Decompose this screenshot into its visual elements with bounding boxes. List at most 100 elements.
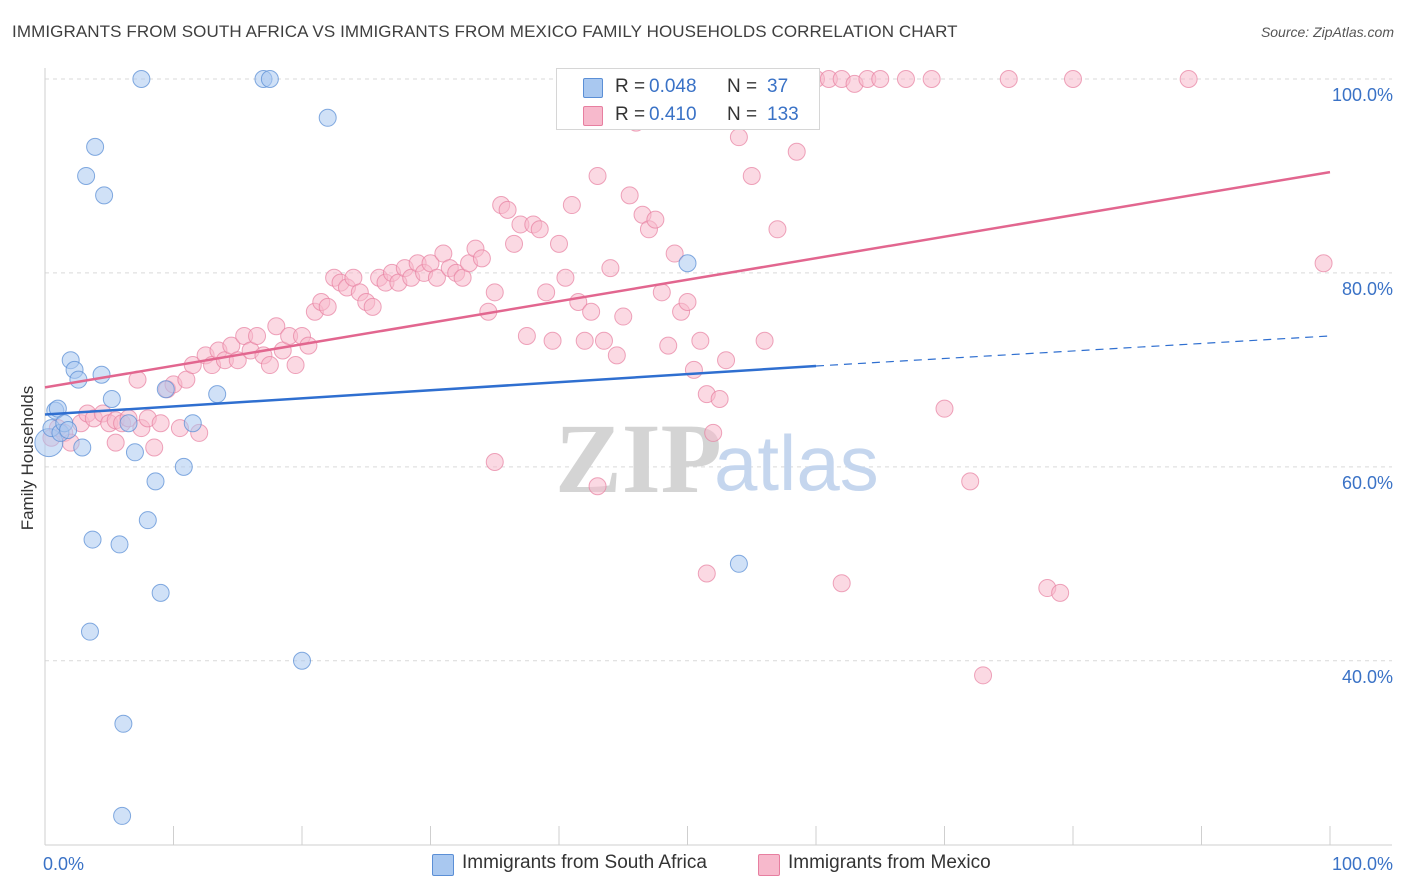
data-point-mexico bbox=[684, 360, 703, 379]
data-point-mexico bbox=[248, 326, 267, 345]
data-point-mexico bbox=[1179, 70, 1198, 88]
data-point-south-africa bbox=[151, 583, 170, 602]
data-point-mexico bbox=[588, 166, 607, 185]
data-point-south-africa bbox=[260, 70, 279, 88]
correlation-legend: R = 0.048 N = 37 R = 0.410 N = 133 bbox=[556, 68, 820, 130]
data-point-mexico bbox=[556, 268, 575, 287]
y-tick-label: 80.0% bbox=[1342, 279, 1393, 299]
data-point-mexico bbox=[755, 331, 774, 350]
legend-r-label: R = bbox=[615, 104, 646, 125]
data-point-mexico bbox=[260, 356, 279, 375]
data-point-mexico bbox=[575, 331, 594, 350]
data-point-south-africa bbox=[73, 438, 92, 457]
data-point-south-africa bbox=[80, 622, 99, 641]
data-point-mexico bbox=[145, 438, 164, 457]
data-point-mexico bbox=[151, 414, 170, 433]
data-point-mexico bbox=[614, 307, 633, 326]
data-point-south-africa bbox=[59, 421, 78, 440]
data-point-mexico bbox=[1314, 254, 1333, 273]
bottom-legend-swatch-south-africa bbox=[432, 854, 454, 876]
data-point-south-africa bbox=[77, 166, 96, 185]
data-point-mexico bbox=[961, 472, 980, 491]
data-point-mexico bbox=[1051, 583, 1070, 602]
data-point-mexico bbox=[601, 259, 620, 278]
data-point-mexico bbox=[922, 70, 941, 88]
data-point-mexico bbox=[935, 399, 954, 418]
watermark: ZIP atlas bbox=[555, 403, 879, 514]
data-point-south-africa bbox=[92, 365, 111, 384]
legend-n-label: N = bbox=[727, 76, 758, 97]
data-point-mexico bbox=[505, 234, 524, 253]
data-point-mexico bbox=[710, 389, 729, 408]
data-point-mexico bbox=[485, 283, 504, 302]
trend-line-south-africa-extension bbox=[815, 335, 1331, 367]
data-point-mexico bbox=[472, 249, 491, 268]
data-point-mexico bbox=[318, 297, 337, 316]
data-point-south-africa bbox=[114, 714, 133, 733]
data-point-mexico bbox=[299, 336, 318, 355]
legend-row-south-africa: R = 0.048 N = 37 bbox=[557, 73, 819, 101]
data-point-mexico bbox=[974, 666, 993, 685]
data-point-mexico bbox=[787, 142, 806, 161]
data-point-south-africa bbox=[678, 254, 697, 273]
data-point-mexico bbox=[543, 331, 562, 350]
data-point-south-africa bbox=[183, 414, 202, 433]
data-point-mexico bbox=[485, 453, 504, 471]
data-point-mexico bbox=[530, 220, 549, 239]
data-point-mexico bbox=[363, 297, 382, 316]
data-point-mexico bbox=[550, 234, 568, 253]
data-point-mexico bbox=[1064, 70, 1082, 88]
tick-labels: 40.0% 60.0% 80.0% 100.0% 0.0% 100.0% bbox=[43, 85, 1393, 874]
source-label: Source: ZipAtlas.com bbox=[1260, 24, 1394, 40]
x-tick-label: 0.0% bbox=[43, 854, 84, 874]
data-point-mexico bbox=[665, 244, 684, 263]
data-point-mexico bbox=[517, 326, 536, 345]
bottom-legend-label: Immigrants from Mexico bbox=[788, 852, 991, 873]
data-point-mexico bbox=[588, 477, 607, 496]
data-point-mexico bbox=[999, 70, 1018, 88]
data-point-mexico bbox=[106, 433, 125, 452]
watermark-atlas: atlas bbox=[714, 419, 879, 507]
trend-line-south-africa bbox=[44, 364, 817, 416]
legend-r-label: R = bbox=[615, 76, 646, 97]
y-tick-label: 60.0% bbox=[1342, 473, 1393, 493]
legend-n-value: 37 bbox=[767, 76, 789, 97]
data-point-south-africa bbox=[132, 70, 151, 88]
data-point-south-africa bbox=[125, 443, 144, 462]
data-point-mexico bbox=[717, 351, 736, 370]
trend-line-mexico bbox=[44, 170, 1331, 389]
data-point-south-africa bbox=[156, 380, 175, 399]
data-point-mexico bbox=[286, 356, 305, 375]
data-point-south-africa bbox=[83, 530, 102, 549]
y-tick-label: 40.0% bbox=[1342, 667, 1393, 687]
data-point-south-africa bbox=[95, 186, 114, 205]
legend-r-value: 0.410 bbox=[649, 104, 697, 125]
data-point-mexico bbox=[659, 336, 678, 355]
data-point-south-africa bbox=[110, 535, 129, 554]
bottom-legend-label: Immigrants from South Africa bbox=[462, 852, 707, 873]
bottom-legend-swatch-mexico bbox=[758, 854, 780, 876]
data-point-mexico bbox=[896, 70, 915, 88]
data-point-south-africa bbox=[86, 137, 105, 156]
data-point-south-africa bbox=[174, 457, 193, 476]
data-point-mexico bbox=[768, 220, 787, 239]
y-tick-label: 100.0% bbox=[1332, 85, 1393, 105]
trend-lines bbox=[44, 170, 1331, 416]
data-point-south-africa bbox=[102, 389, 121, 408]
data-point-mexico bbox=[646, 210, 665, 229]
data-point-south-africa bbox=[113, 806, 132, 825]
legend-row-mexico: R = 0.410 N = 133 bbox=[557, 101, 819, 129]
chart-title: IMMIGRANTS FROM SOUTH AFRICA VS IMMIGRAN… bbox=[12, 22, 958, 41]
data-point-mexico bbox=[427, 268, 446, 287]
data-point-mexico bbox=[729, 128, 748, 147]
mexico-points bbox=[42, 70, 1333, 685]
data-point-mexico bbox=[267, 317, 286, 336]
legend-n-value: 133 bbox=[767, 104, 799, 125]
data-point-mexico bbox=[678, 293, 697, 312]
data-point-mexico bbox=[498, 200, 517, 219]
data-point-south-africa bbox=[318, 108, 337, 127]
data-point-south-africa bbox=[208, 385, 227, 404]
data-point-mexico bbox=[607, 346, 626, 365]
data-point-south-africa bbox=[729, 554, 748, 573]
data-point-mexico bbox=[742, 166, 761, 185]
